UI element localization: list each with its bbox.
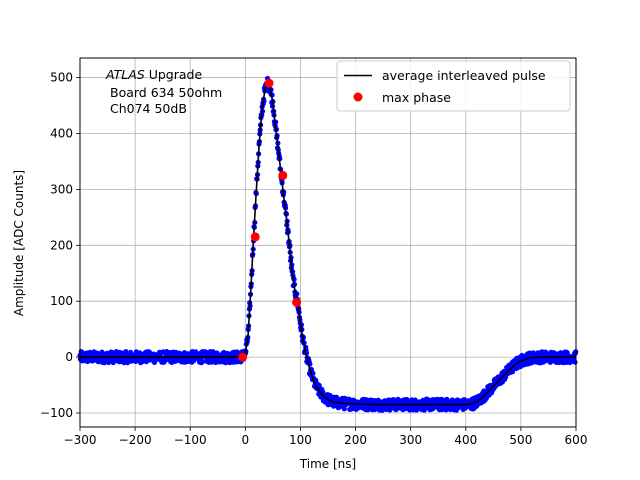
legend: average interleaved pulse max phase (336, 60, 571, 112)
x-tick-label: 600 (565, 433, 588, 447)
legend-entry-max-phase: max phase (382, 90, 451, 105)
legend-marker-swatch (353, 92, 363, 102)
upgrade-label: Upgrade (149, 67, 203, 82)
y-tick-label: 300 (50, 182, 73, 196)
sample-point (316, 382, 322, 388)
x-tick-label: −200 (119, 433, 152, 447)
x-tick-label: −300 (64, 433, 97, 447)
svg-text:ATLAS Upgrade: ATLAS Upgrade (105, 67, 202, 82)
max-phase-point (264, 78, 274, 88)
x-tick-label: 300 (399, 433, 422, 447)
y-tick-label: 400 (50, 126, 73, 140)
x-tick-label: 200 (344, 433, 367, 447)
y-tick-label: 500 (50, 71, 73, 85)
max-phase-points (238, 78, 302, 362)
legend-entry-average: average interleaved pulse (382, 68, 546, 83)
plot-frame (79, 57, 577, 428)
y-axis-label: Amplitude [ADC Counts] (12, 170, 26, 316)
channel-label: Ch074 50dB (110, 101, 187, 116)
atlas-label: ATLAS (105, 67, 145, 82)
max-phase-point (278, 170, 288, 180)
x-tick-label: 100 (289, 433, 312, 447)
x-tick-label: −100 (174, 433, 207, 447)
y-tick-label: −100 (40, 406, 73, 420)
atlas-annotation: ATLAS Upgrade Board 634 50ohm Ch074 50dB (105, 67, 222, 116)
max-phase-point (250, 232, 260, 242)
y-axis-ticks: −100 0 100 200 300 400 500 (40, 71, 80, 420)
y-tick-label: 200 (50, 238, 73, 252)
x-axis-label: Time [ns] (299, 457, 356, 471)
sample-point (341, 406, 347, 412)
legend-box (336, 60, 571, 112)
x-tick-label: 0 (242, 433, 250, 447)
sample-point (572, 359, 578, 365)
x-tick-label: 500 (509, 433, 532, 447)
max-phase-point (292, 297, 302, 307)
sample-points (77, 75, 579, 413)
max-phase-point (238, 352, 248, 362)
sample-point (199, 359, 205, 365)
x-axis-ticks: −300 −200 −100 0 100 200 300 400 500 600 (64, 427, 588, 447)
y-tick-label: 100 (50, 294, 73, 308)
y-tick-label: 0 (65, 350, 73, 364)
x-tick-label: 400 (454, 433, 477, 447)
board-label: Board 634 50ohm (110, 85, 222, 100)
average-pulse-line-group (80, 81, 576, 406)
average-pulse-line (80, 81, 576, 406)
